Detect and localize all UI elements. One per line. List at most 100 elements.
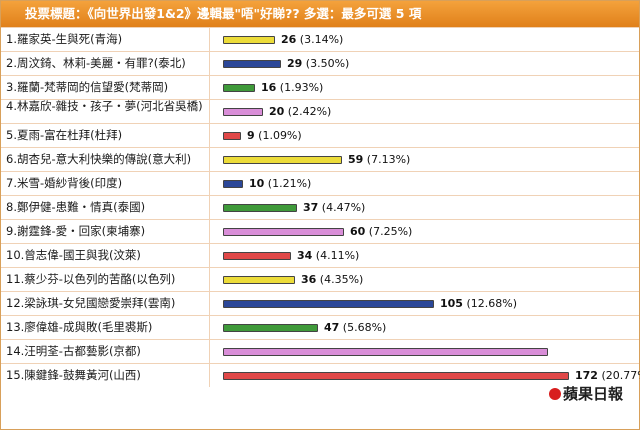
bar-cell: 16 (1.93%): [211, 76, 639, 99]
bar-cell: 105 (12.68%): [211, 292, 639, 315]
vote-bar-red: [223, 252, 291, 260]
poll-option-row: 8.鄭伊健-患難・情真(泰國) 37 (4.47%): [1, 195, 639, 219]
vote-bar-green: [223, 324, 318, 332]
bar-cell: 60 (7.25%): [211, 220, 639, 243]
vote-count: 16 (1.93%): [261, 76, 323, 99]
vote-number: 60: [350, 225, 366, 238]
vote-percentage: (1.09%): [254, 129, 302, 142]
bar-cell: 9 (1.09%): [211, 124, 639, 147]
vote-count: 26 (3.14%): [281, 28, 343, 51]
option-label: 10.曾志偉-國王與我(汶萊): [1, 244, 210, 267]
vote-number: 59: [348, 153, 364, 166]
watermark-text: 蘋果日報: [562, 385, 623, 403]
vote-bar-blue: [223, 60, 281, 68]
bar-cell: 36 (4.35%): [211, 268, 639, 291]
option-label: 2.周汶錡、林莉-美麗・有罪?(泰北): [1, 52, 210, 75]
vote-count: 34 (4.11%): [297, 244, 359, 267]
vote-count: 105 (12.68%): [440, 292, 517, 315]
bar-cell: [211, 340, 639, 363]
bar-cell: 172 (20.77%): [211, 364, 640, 387]
poll-option-row: 6.胡杏兒-意大利快樂的傳說(意大利) 59 (7.13%): [1, 147, 639, 171]
vote-bar-pink: [223, 228, 344, 236]
apple-logo-icon: [548, 388, 561, 400]
vote-percentage: (7.25%): [365, 225, 413, 238]
vote-percentage: (4.47%): [318, 201, 366, 214]
vote-count: 20 (2.42%): [269, 100, 331, 123]
vote-bar-yellow: [223, 156, 342, 164]
poll-option-row: 1.羅家英-生與死(青海) 26 (3.14%): [1, 27, 639, 51]
vote-number: 20: [269, 105, 285, 118]
vote-bar-yellow: [223, 36, 275, 44]
vote-number: 172: [575, 369, 598, 382]
vote-bar-green: [223, 204, 297, 212]
vote-bar-yellow: [223, 276, 295, 284]
vote-bar-pink: [223, 348, 548, 356]
vote-percentage: (5.68%): [339, 321, 387, 334]
poll-option-row: 12.梁詠琪-女兒國戀愛崇拜(雲南) 105 (12.68%): [1, 291, 639, 315]
option-label: 12.梁詠琪-女兒國戀愛崇拜(雲南): [1, 292, 210, 315]
vote-number: 26: [281, 33, 297, 46]
poll-option-row: 2.周汶錡、林莉-美麗・有罪?(泰北) 29 (3.50%): [1, 51, 639, 75]
vote-number: 47: [324, 321, 340, 334]
vote-count: 60 (7.25%): [350, 220, 412, 243]
vote-number: 16: [261, 81, 277, 94]
option-label: 4.林嘉欣-雜技・孩子・夢(河北省吳橋): [1, 100, 210, 124]
vote-number: 29: [287, 57, 303, 70]
vote-count: 37 (4.47%): [303, 196, 365, 219]
poll-option-row: 7.米雪-婚紗背後(印度) 10 (1.21%): [1, 171, 639, 195]
option-label: 8.鄭伊健-患難・情真(泰國): [1, 196, 210, 219]
vote-number: 9: [247, 129, 255, 142]
vote-count: 10 (1.21%): [249, 172, 311, 195]
option-label: 1.羅家英-生與死(青海): [1, 28, 210, 51]
poll-option-row: 3.羅蘭-梵蒂岡的信望愛(梵蒂岡) 16 (1.93%): [1, 75, 639, 99]
vote-number: 105: [440, 297, 463, 310]
vote-percentage: (4.35%): [316, 273, 364, 286]
vote-count: 59 (7.13%): [348, 148, 410, 171]
poll-option-row: 4.林嘉欣-雜技・孩子・夢(河北省吳橋) 20 (2.42%): [1, 99, 639, 124]
vote-count: 29 (3.50%): [287, 52, 349, 75]
option-label: 7.米雪-婚紗背後(印度): [1, 172, 210, 195]
bar-cell: 26 (3.14%): [211, 28, 639, 51]
vote-bar-blue: [223, 180, 243, 188]
apple-daily-watermark: 蘋果日報: [545, 384, 626, 404]
vote-bar-red: [223, 132, 241, 140]
bar-cell: 34 (4.11%): [211, 244, 639, 267]
poll-option-row: 13.廖偉雄-成與敗(毛里裘斯) 47 (5.68%): [1, 315, 639, 339]
vote-percentage: (1.21%): [264, 177, 312, 190]
vote-percentage: (3.50%): [302, 57, 350, 70]
bar-cell: 20 (2.42%): [211, 100, 639, 123]
vote-percentage: (12.68%): [462, 297, 517, 310]
vote-number: 10: [249, 177, 265, 190]
vote-percentage: (4.11%): [312, 249, 360, 262]
poll-option-row: 9.謝霆鋒-愛・回家(柬埔寨) 60 (7.25%): [1, 219, 639, 243]
option-label: 6.胡杏兒-意大利快樂的傳說(意大利): [1, 148, 210, 171]
vote-percentage: (3.14%): [296, 33, 344, 46]
bar-cell: 10 (1.21%): [211, 172, 639, 195]
vote-percentage: (7.13%): [363, 153, 411, 166]
bar-cell: 37 (4.47%): [211, 196, 639, 219]
vote-bar-red: [223, 372, 569, 380]
option-label: 9.謝霆鋒-愛・回家(柬埔寨): [1, 220, 210, 243]
option-label: 14.汪明荃-古都藝影(京都): [1, 340, 210, 363]
vote-percentage: (2.42%): [284, 105, 332, 118]
poll-option-row: 10.曾志偉-國王與我(汶萊) 34 (4.11%): [1, 243, 639, 267]
vote-percentage: (20.77%): [601, 369, 640, 382]
vote-count: 172 (20.77%): [575, 364, 640, 387]
poll-option-row: 15.陳鍵鋒-鼓舞黃河(山西) 172 (20.77%): [1, 363, 640, 387]
option-label: 15.陳鍵鋒-鼓舞黃河(山西): [1, 364, 210, 387]
vote-bar-pink: [223, 108, 263, 116]
option-label: 11.蔡少芬-以色列的苦酪(以色列): [1, 268, 210, 291]
bar-cell: 29 (3.50%): [211, 52, 639, 75]
poll-title: 投票標題：《向世界出發1&2》邊輯最"唔"好睇?? 多選：最多可選 5 項: [1, 1, 639, 27]
vote-bar-green: [223, 84, 255, 92]
bar-cell: 59 (7.13%): [211, 148, 639, 171]
vote-number: 34: [297, 249, 313, 262]
vote-count: 9 (1.09%): [247, 124, 302, 147]
option-label: 3.羅蘭-梵蒂岡的信望愛(梵蒂岡): [1, 76, 210, 99]
vote-count: 47 (5.68%): [324, 316, 386, 339]
vote-percentage: (1.93%): [276, 81, 324, 94]
vote-bar-blue: [223, 300, 434, 308]
vote-number: 37: [303, 201, 319, 214]
bar-cell: 47 (5.68%): [211, 316, 639, 339]
